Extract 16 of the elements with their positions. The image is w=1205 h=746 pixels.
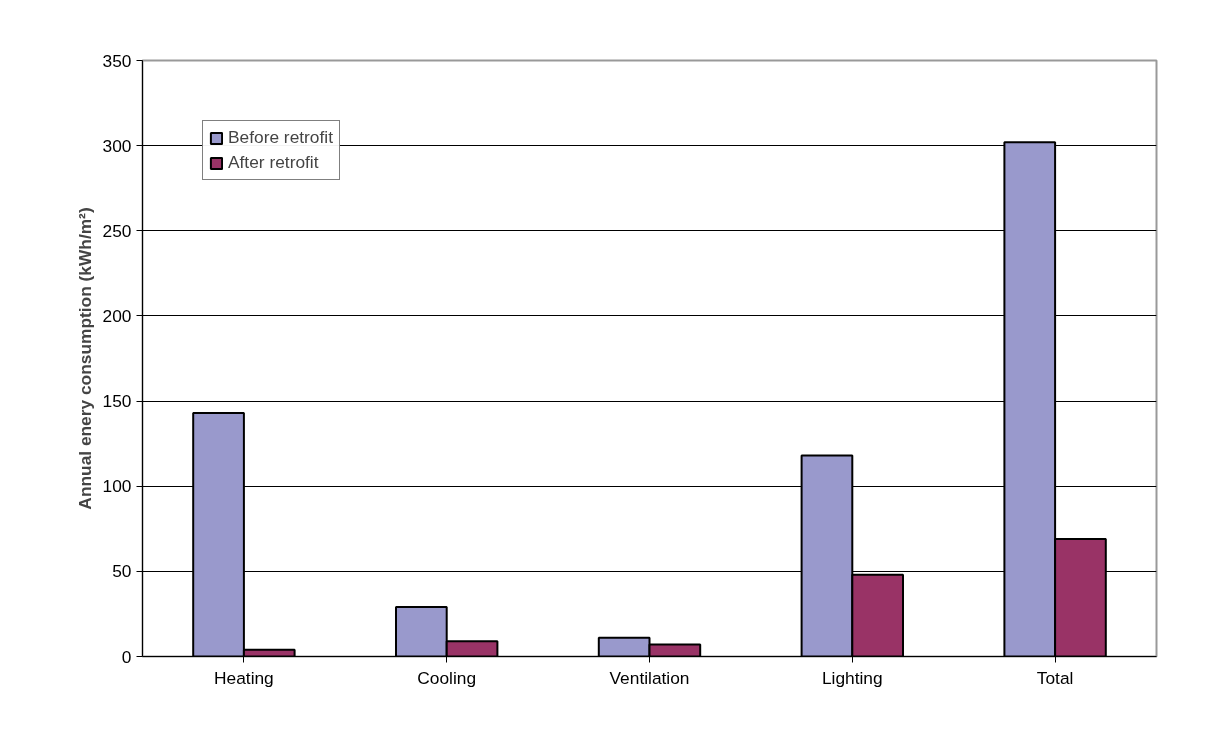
y-axis-title: Annual enery consumption (kWh/m²) [74, 207, 95, 510]
x-tick-label: Cooling [417, 667, 477, 688]
legend-label: After retrofit [228, 152, 319, 173]
y-tick-label: 100 [102, 476, 132, 497]
y-tick-label: 50 [112, 561, 132, 582]
x-tick-label: Heating [214, 667, 274, 688]
y-tick-label: 150 [102, 391, 132, 412]
y-tick-label: 350 [102, 50, 132, 71]
x-tick-label: Total [1036, 667, 1074, 688]
y-tick-label: 0 [121, 646, 132, 667]
y-tick-label: 250 [102, 220, 132, 241]
legend-label: Before retrofit [228, 127, 333, 148]
x-tick-label: Lighting [821, 667, 883, 688]
y-tick-label: 200 [102, 305, 132, 326]
x-tick-label: Ventilation [609, 667, 690, 688]
y-tick-label: 300 [102, 135, 132, 156]
